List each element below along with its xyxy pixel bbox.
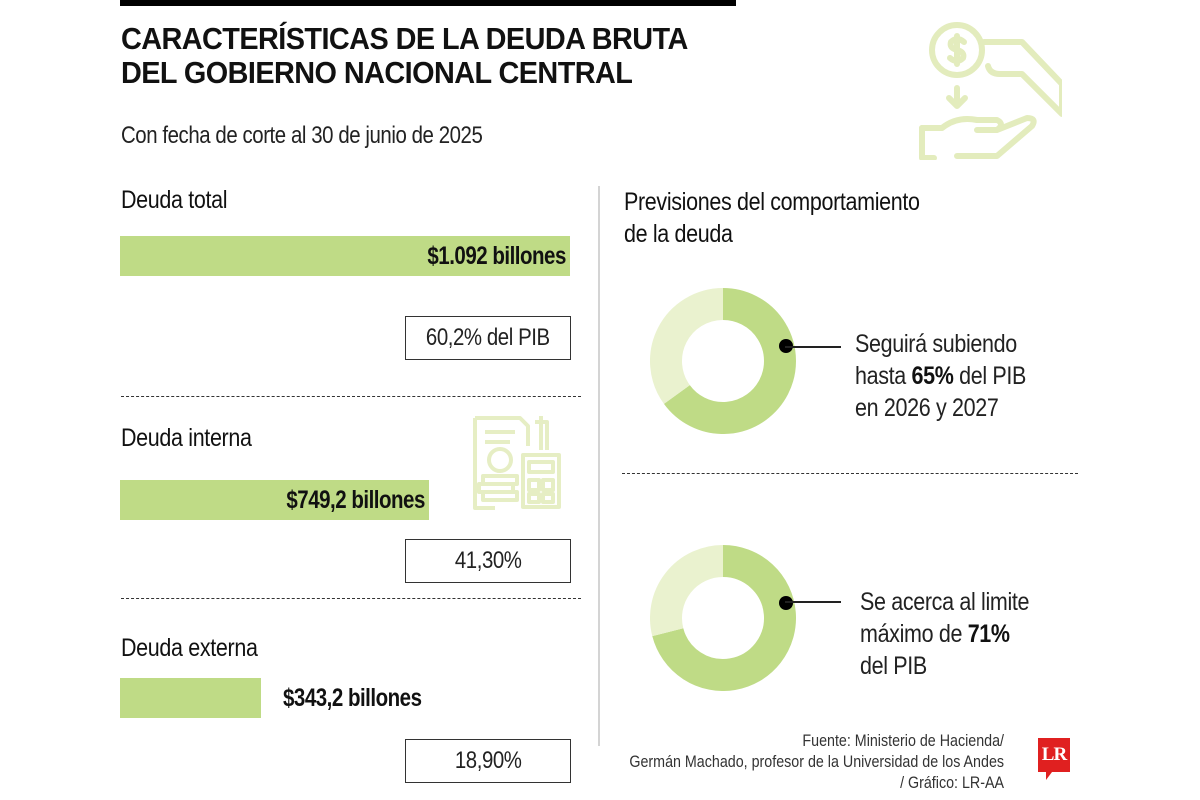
projection-line: Seguirá subiendo bbox=[855, 330, 1017, 358]
divider bbox=[622, 473, 1078, 474]
donut-slice-value bbox=[663, 288, 796, 434]
lr-logo-tail bbox=[1046, 772, 1052, 780]
pct-box-interna: 41,30% bbox=[405, 539, 571, 583]
title-line-1: CARACTERÍSTICAS DE LA DEUDA BRUTA bbox=[121, 21, 688, 56]
title-line-2: DEL GOBIERNO NACIONAL CENTRAL bbox=[121, 55, 633, 90]
bar-value-label-externa: $343,2 billones bbox=[283, 684, 422, 712]
hand-coin-money-icon bbox=[919, 22, 1062, 160]
projection-highlight-65: 65% bbox=[911, 362, 954, 390]
pct-box-total: 60,2% del PIB bbox=[405, 316, 571, 360]
page-title: CARACTERÍSTICAS DE LA DEUDA BRUTA DEL GO… bbox=[121, 22, 688, 90]
pct-value-interna: 41,30% bbox=[454, 547, 522, 574]
source-note: Fuente: Ministerio de Hacienda/ Germán M… bbox=[629, 730, 1004, 793]
column-divider bbox=[598, 186, 600, 746]
bar-value-label-interna: $749,2 billones bbox=[286, 486, 425, 514]
projections-title-line-2: de la deuda bbox=[624, 220, 733, 248]
page-subtitle: Con fecha de corte al 30 de junio de 202… bbox=[121, 122, 483, 149]
projection-text-71: Se acerca al limite máximo de 71% del PI… bbox=[860, 586, 1029, 682]
divider bbox=[121, 396, 581, 397]
bar-deuda-total bbox=[120, 236, 570, 276]
projection-line: hasta 65% del PIB bbox=[855, 362, 1027, 390]
bar-value-label-total: $1.092 billones bbox=[427, 242, 567, 270]
top-rule bbox=[120, 0, 736, 6]
calculator-documents-coins-icon bbox=[473, 416, 561, 510]
pct-value-total: 60,2% del PIB bbox=[426, 324, 550, 351]
source-line: Fuente: Ministerio de Hacienda/ bbox=[802, 731, 1004, 750]
section-label-total: Deuda total bbox=[121, 186, 228, 214]
projection-line: en 2026 y 2027 bbox=[855, 394, 999, 422]
leader-line bbox=[785, 601, 841, 603]
divider bbox=[121, 598, 581, 599]
projection-line: del PIB bbox=[860, 652, 927, 680]
donut-slice-remainder bbox=[650, 545, 724, 637]
lr-logo: LR bbox=[1038, 738, 1070, 772]
projection-line: máximo de 71% bbox=[860, 620, 1010, 648]
section-label-interna: Deuda interna bbox=[121, 424, 252, 452]
projection-line: Se acerca al limite bbox=[860, 588, 1030, 616]
projections-title-line-1: Previsiones del comportamiento bbox=[624, 188, 920, 216]
section-label-externa: Deuda externa bbox=[121, 634, 258, 662]
bar-deuda-interna bbox=[120, 480, 429, 520]
bar-deuda-externa bbox=[120, 678, 262, 718]
source-line: / Gráfico: LR-AA bbox=[900, 773, 1004, 792]
source-line: Germán Machado, profesor de la Universid… bbox=[629, 752, 1004, 771]
donut-chart-71 bbox=[650, 545, 796, 691]
projection-text-65: Seguirá subiendo hasta 65% del PIB en 20… bbox=[855, 328, 1026, 424]
leader-dot bbox=[779, 596, 793, 610]
donut-slice-value bbox=[652, 545, 796, 691]
leader-line bbox=[785, 346, 841, 348]
projections-title: Previsiones del comportamiento de la deu… bbox=[624, 186, 920, 250]
donut-chart-65 bbox=[650, 288, 796, 434]
donut-slice-remainder bbox=[650, 288, 724, 404]
pct-box-externa: 18,90% bbox=[405, 739, 571, 783]
pct-value-externa: 18,90% bbox=[454, 747, 522, 774]
projection-highlight-71: 71% bbox=[967, 620, 1010, 648]
